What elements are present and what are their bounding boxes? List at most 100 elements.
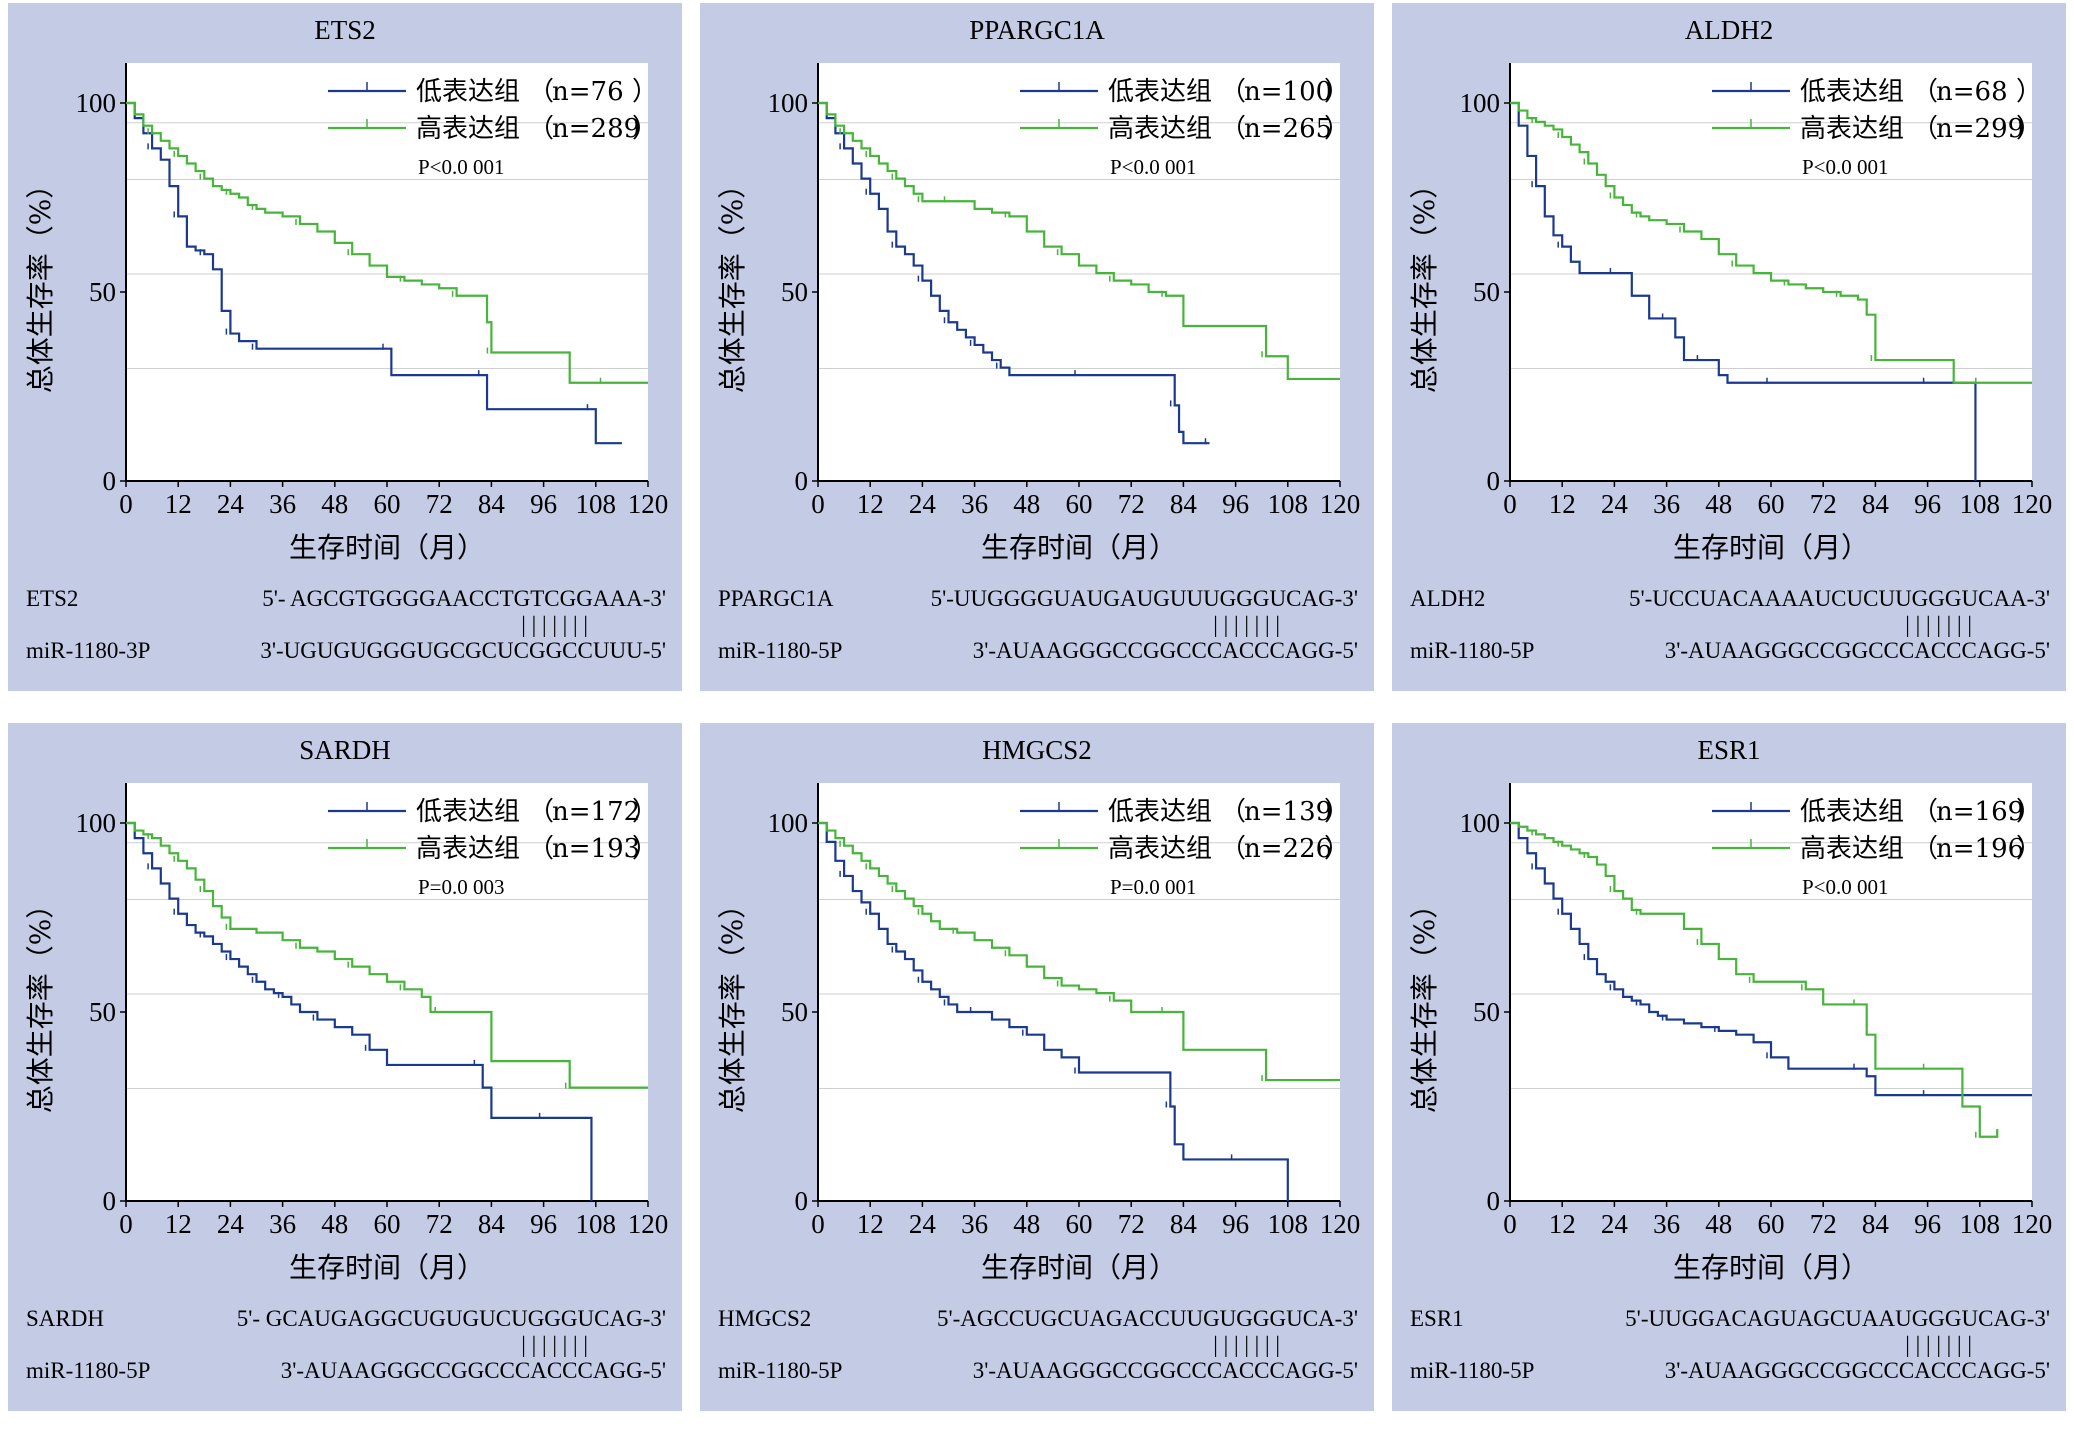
mirna-sequence: 3'-UGUGUGGGUGCGCUCGGCCUUU-5' xyxy=(260,638,666,663)
legend-n: n=172 xyxy=(552,797,640,827)
x-tick-label: 36 xyxy=(1653,1209,1680,1239)
high-expression-curve xyxy=(1510,821,1999,1138)
base-pair-marks: | | | | | | | xyxy=(521,1332,588,1357)
y-tick-label: 50 xyxy=(781,997,808,1027)
x-tick-label: 0 xyxy=(119,489,133,519)
p-value: P=0.0 003 xyxy=(418,875,505,899)
legend-paren-close: ） xyxy=(2016,834,2042,864)
high-expression-curve xyxy=(818,821,1340,1082)
p-value: P<0.0 001 xyxy=(1802,155,1889,179)
y-tick-label: 0 xyxy=(795,1186,809,1216)
plot-area xyxy=(818,63,1340,481)
legend-label: 高表达组 xyxy=(416,834,520,864)
x-tick-label: 12 xyxy=(165,1209,192,1239)
x-axis-label: 生存时间（月） xyxy=(981,531,1177,564)
legend-paren-close: ） xyxy=(632,77,658,107)
km-chart-aldh2: ALDH2 0 12 24 36 48 60 72 84 96 108 120 0 50 100 生存时间（… xyxy=(1408,15,2053,663)
legend-label: 高表达组 xyxy=(416,114,520,144)
km-chart-sardh: SARDH 0 12 24 36 48 60 72 84 96 108 120 0 50 100 生存时间（… xyxy=(24,735,669,1383)
x-tick-label: 60 xyxy=(1758,489,1785,519)
base-pair-marks: | | | | | | | xyxy=(1213,612,1280,637)
legend-paren-open: （ xyxy=(1220,77,1246,107)
y-tick-label: 0 xyxy=(1487,466,1501,496)
legend-label: 低表达组 xyxy=(1108,77,1212,107)
x-tick-label: 108 xyxy=(1268,1209,1309,1239)
gene-sequence: 5'-UUGGGGUAUGAUGUUUGGGUCAG-3' xyxy=(931,586,1358,611)
x-tick-label: 108 xyxy=(1960,489,2001,519)
y-tick-label: 100 xyxy=(76,808,117,838)
x-tick-label: 120 xyxy=(628,1209,669,1239)
y-axis-label: 总体生存率（%） xyxy=(1408,891,1441,1114)
x-tick-label: 36 xyxy=(269,489,296,519)
legend-paren-open: （ xyxy=(1912,797,1938,827)
gene-label: SARDH xyxy=(26,1306,104,1331)
x-axis-label: 生存时间（月） xyxy=(289,1251,485,1284)
km-panel-esr1: ESR1 0 12 24 36 48 60 72 84 96 108 120 0 50 100 生存时间（月… xyxy=(1392,723,2066,1411)
legend-label: 高表达组 xyxy=(1800,834,1904,864)
legend-paren-close: ） xyxy=(2016,797,2042,827)
legend-paren-open: （ xyxy=(528,114,554,144)
legend-n: n=196 xyxy=(1936,834,2024,864)
x-tick-label: 60 xyxy=(374,1209,401,1239)
legend-label: 高表达组 xyxy=(1108,114,1212,144)
x-tick-label: 72 xyxy=(1118,489,1145,519)
p-value: P<0.0 001 xyxy=(418,155,505,179)
x-tick-label: 108 xyxy=(576,1209,617,1239)
km-chart-hmgcs2: HMGCS2 0 12 24 36 48 60 72 84 96 108 120 0 50 100 生存时间… xyxy=(716,735,1361,1383)
y-tick-label: 0 xyxy=(1487,1186,1501,1216)
legend-paren-open: （ xyxy=(1220,834,1246,864)
x-tick-label: 48 xyxy=(321,489,348,519)
y-tick-label: 0 xyxy=(103,1186,117,1216)
x-tick-label: 84 xyxy=(1862,489,1890,519)
y-tick-label: 100 xyxy=(768,88,809,118)
panel-title: ETS2 xyxy=(314,15,376,45)
x-tick-label: 72 xyxy=(426,1209,453,1239)
legend-n: n=68 xyxy=(1936,77,2008,107)
km-panel-sardh: SARDH 0 12 24 36 48 60 72 84 96 108 120 0 50 100 生存时间（… xyxy=(8,723,682,1411)
legend-paren-close: ） xyxy=(1324,834,1350,864)
legend-label: 高表达组 xyxy=(1108,834,1212,864)
mirna-sequence: 3'-AUAAGGGCCGGCCCACCCAGG-5' xyxy=(1665,1358,2050,1383)
x-tick-label: 36 xyxy=(269,1209,296,1239)
x-tick-label: 120 xyxy=(2012,489,2053,519)
panel-title: ESR1 xyxy=(1697,735,1760,765)
gene-label: ESR1 xyxy=(1410,1306,1464,1331)
mirna-label: miR-1180-5P xyxy=(718,1358,842,1383)
x-tick-label: 24 xyxy=(1601,489,1629,519)
x-axis-label: 生存时间（月） xyxy=(289,531,485,564)
x-tick-label: 48 xyxy=(1705,489,1732,519)
legend-n: n=76 xyxy=(552,77,624,107)
panel-title: PPARGC1A xyxy=(969,15,1105,45)
legend-n: n=169 xyxy=(1936,797,2024,827)
x-tick-label: 108 xyxy=(576,489,617,519)
km-panel-aldh2: ALDH2 0 12 24 36 48 60 72 84 96 108 120 0 50 100 生存时间（… xyxy=(1392,3,2066,691)
x-axis-label: 生存时间（月） xyxy=(1673,531,1869,564)
x-tick-label: 72 xyxy=(426,489,453,519)
gene-label: PPARGC1A xyxy=(718,586,834,611)
x-tick-label: 120 xyxy=(1320,1209,1361,1239)
legend-paren-open: （ xyxy=(1220,114,1246,144)
gene-label: HMGCS2 xyxy=(718,1306,811,1331)
legend-n: n=265 xyxy=(1244,114,1332,144)
y-axis-label: 总体生存率（%） xyxy=(24,891,57,1114)
x-tick-label: 12 xyxy=(1549,1209,1576,1239)
legend-paren-close: ） xyxy=(632,797,658,827)
gene-sequence: 5'-UCCUACAAAAUCUCUUGGGUCAA-3' xyxy=(1629,586,2050,611)
mirna-label: miR-1180-5P xyxy=(26,1358,150,1383)
legend-n: n=100 xyxy=(1244,77,1332,107)
legend-label: 低表达组 xyxy=(416,797,520,827)
legend-paren-close: ） xyxy=(632,834,658,864)
y-tick-label: 50 xyxy=(781,277,808,307)
km-panel-ppargc1a: PPARGC1A 0 12 24 36 48 60 72 84 96 108 120 0 50 100 生存… xyxy=(700,3,1374,691)
x-tick-label: 0 xyxy=(1503,489,1517,519)
gene-label: ALDH2 xyxy=(1410,586,1485,611)
low-expression-curve xyxy=(1510,821,2032,1097)
km-chart-ppargc1a: PPARGC1A 0 12 24 36 48 60 72 84 96 108 120 0 50 100 生存… xyxy=(716,15,1360,663)
x-tick-label: 36 xyxy=(1653,489,1680,519)
x-tick-label: 0 xyxy=(119,1209,133,1239)
mirna-label: miR-1180-3P xyxy=(26,638,150,663)
y-tick-label: 0 xyxy=(103,466,117,496)
x-tick-label: 84 xyxy=(478,489,506,519)
legend-label: 低表达组 xyxy=(1108,797,1212,827)
x-tick-label: 72 xyxy=(1810,489,1837,519)
